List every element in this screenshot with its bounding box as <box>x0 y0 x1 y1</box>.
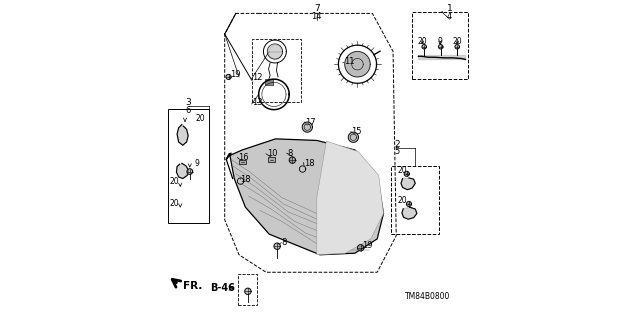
Polygon shape <box>345 51 370 77</box>
Polygon shape <box>348 132 358 142</box>
Polygon shape <box>422 45 426 49</box>
Bar <box>252 39 301 102</box>
Text: 20: 20 <box>169 199 179 208</box>
Bar <box>238 274 257 305</box>
Polygon shape <box>187 169 193 174</box>
Text: 20: 20 <box>452 37 462 46</box>
Text: 17: 17 <box>305 117 316 127</box>
Polygon shape <box>226 74 231 79</box>
Polygon shape <box>317 141 383 255</box>
Bar <box>392 166 439 234</box>
Text: 12: 12 <box>252 73 262 82</box>
Polygon shape <box>302 122 312 132</box>
Polygon shape <box>438 45 443 49</box>
Text: 20: 20 <box>417 37 427 46</box>
Text: 15: 15 <box>351 127 362 136</box>
Text: 14: 14 <box>312 12 322 21</box>
Text: 18: 18 <box>304 159 315 168</box>
Text: 20: 20 <box>398 196 408 205</box>
Text: 9: 9 <box>438 37 442 46</box>
Polygon shape <box>455 45 460 49</box>
Text: 4: 4 <box>447 12 452 21</box>
Polygon shape <box>419 55 465 59</box>
Polygon shape <box>177 124 188 145</box>
Polygon shape <box>401 178 415 190</box>
Text: 19: 19 <box>230 70 240 79</box>
Text: 8: 8 <box>281 238 287 247</box>
Text: 1: 1 <box>447 4 452 13</box>
Text: 8: 8 <box>287 149 292 158</box>
Polygon shape <box>289 157 296 163</box>
Text: FR.: FR. <box>183 281 202 291</box>
Text: 10: 10 <box>267 149 277 158</box>
Polygon shape <box>227 139 383 255</box>
Text: 20: 20 <box>195 114 205 123</box>
Bar <box>268 157 275 162</box>
Bar <box>266 79 273 85</box>
Text: 20: 20 <box>398 166 408 175</box>
Text: 13: 13 <box>252 99 262 108</box>
Bar <box>168 109 209 223</box>
Polygon shape <box>244 288 251 294</box>
Text: 9: 9 <box>195 159 200 168</box>
Text: 2: 2 <box>394 140 399 149</box>
Polygon shape <box>274 243 280 249</box>
Text: 18: 18 <box>240 175 251 184</box>
Polygon shape <box>177 163 188 179</box>
Text: 20: 20 <box>169 177 179 186</box>
Polygon shape <box>406 201 412 206</box>
Bar <box>239 160 246 164</box>
Text: B-46: B-46 <box>211 283 235 293</box>
Text: TM84B0800: TM84B0800 <box>404 292 450 301</box>
Polygon shape <box>402 207 417 219</box>
Text: 3: 3 <box>186 99 191 108</box>
Text: 11: 11 <box>344 57 355 66</box>
Polygon shape <box>404 171 409 176</box>
Text: 6: 6 <box>186 106 191 115</box>
Bar <box>412 12 468 78</box>
Text: 5: 5 <box>394 147 399 156</box>
Text: 16: 16 <box>238 153 249 162</box>
Text: 19: 19 <box>362 241 372 250</box>
Polygon shape <box>358 245 364 251</box>
Text: 7: 7 <box>314 4 320 13</box>
